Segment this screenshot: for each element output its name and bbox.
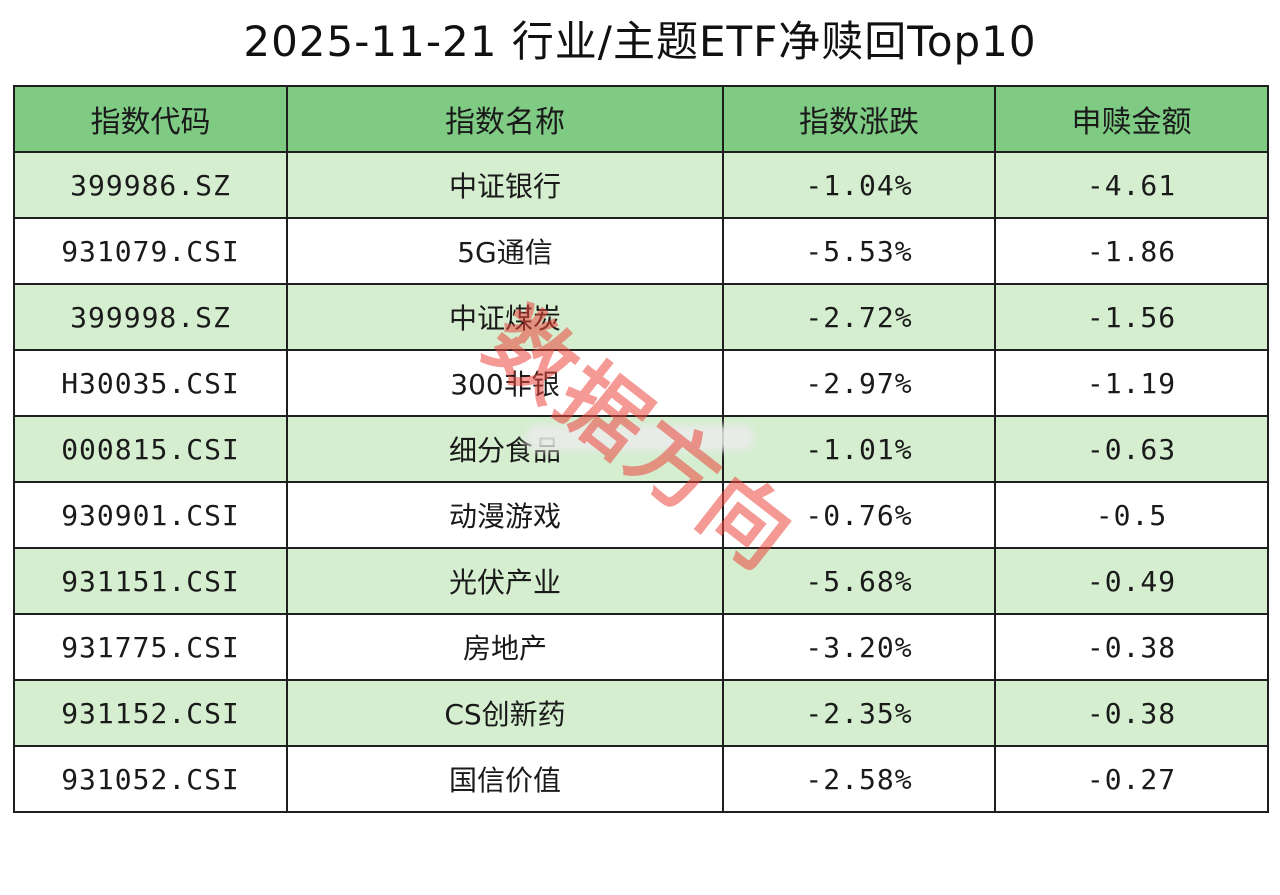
cell-index-code: H30035.CSI [13,349,288,417]
cell-index-code: 931152.CSI [13,679,288,747]
etf-redemption-table: 指数代码 指数名称 指数涨跌 申赎金额 399986.SZ 中证银行 -1.04… [13,85,1269,813]
header-index-name: 指数名称 [286,85,724,153]
table-row: 930901.CSI 动漫游戏 -0.76% -0.5 [13,481,1269,549]
cell-redemption-amount: -1.19 [994,349,1269,417]
cell-index-name: 房地产 [286,613,724,681]
cell-index-name: 300非银 [286,349,724,417]
cell-index-name: 中证煤炭 [286,283,724,351]
cell-index-change: -2.97% [722,349,996,417]
cell-index-code: 930901.CSI [13,481,288,549]
table-row: 931052.CSI 国信价值 -2.58% -0.27 [13,745,1269,813]
header-index-code: 指数代码 [13,85,288,153]
cell-redemption-amount: -0.5 [994,481,1269,549]
table-row: 399998.SZ 中证煤炭 -2.72% -1.56 [13,283,1269,351]
cell-index-change: -3.20% [722,613,996,681]
cell-index-name: 动漫游戏 [286,481,724,549]
table-row: 399986.SZ 中证银行 -1.04% -4.61 [13,151,1269,219]
cell-index-name: 光伏产业 [286,547,724,615]
cell-index-change: -2.58% [722,745,996,813]
cell-index-change: -1.01% [722,415,996,483]
table-row: 931152.CSI CS创新药 -2.35% -0.38 [13,679,1269,747]
cell-index-code: 931151.CSI [13,547,288,615]
header-index-change: 指数涨跌 [722,85,996,153]
cell-index-change: -5.53% [722,217,996,285]
cell-index-code: 399998.SZ [13,283,288,351]
cell-index-code: 399986.SZ [13,151,288,219]
cell-index-name: 5G通信 [286,217,724,285]
cell-redemption-amount: -4.61 [994,151,1269,219]
cell-index-code: 931775.CSI [13,613,288,681]
cell-redemption-amount: -1.86 [994,217,1269,285]
table-row: 931079.CSI 5G通信 -5.53% -1.86 [13,217,1269,285]
table-row: 000815.CSI 细分食品 -1.01% -0.63 [13,415,1269,483]
cell-index-change: -2.72% [722,283,996,351]
cell-index-name: 国信价值 [286,745,724,813]
header-row: 指数代码 指数名称 指数涨跌 申赎金额 [13,85,1269,153]
cell-redemption-amount: -0.63 [994,415,1269,483]
cell-index-change: -2.35% [722,679,996,747]
cell-index-change: -1.04% [722,151,996,219]
cell-redemption-amount: -0.38 [994,679,1269,747]
cell-index-name: CS创新药 [286,679,724,747]
cell-index-code: 931079.CSI [13,217,288,285]
table-row: H30035.CSI 300非银 -2.97% -1.19 [13,349,1269,417]
header-redemption-amount: 申赎金额 [994,85,1269,153]
cell-index-change: -5.68% [722,547,996,615]
cell-index-code: 931052.CSI [13,745,288,813]
cell-index-name: 中证银行 [286,151,724,219]
cell-redemption-amount: -0.27 [994,745,1269,813]
cell-redemption-amount: -1.56 [994,283,1269,351]
cell-index-change: -0.76% [722,481,996,549]
cell-redemption-amount: -0.49 [994,547,1269,615]
cell-redemption-amount: -0.38 [994,613,1269,681]
cell-index-code: 000815.CSI [13,415,288,483]
table-row: 931151.CSI 光伏产业 -5.68% -0.49 [13,547,1269,615]
page-title: 2025-11-21 行业/主题ETF净赎回Top10 [243,17,1037,66]
cell-index-name: 细分食品 [286,415,724,483]
table-row: 931775.CSI 房地产 -3.20% -0.38 [13,613,1269,681]
